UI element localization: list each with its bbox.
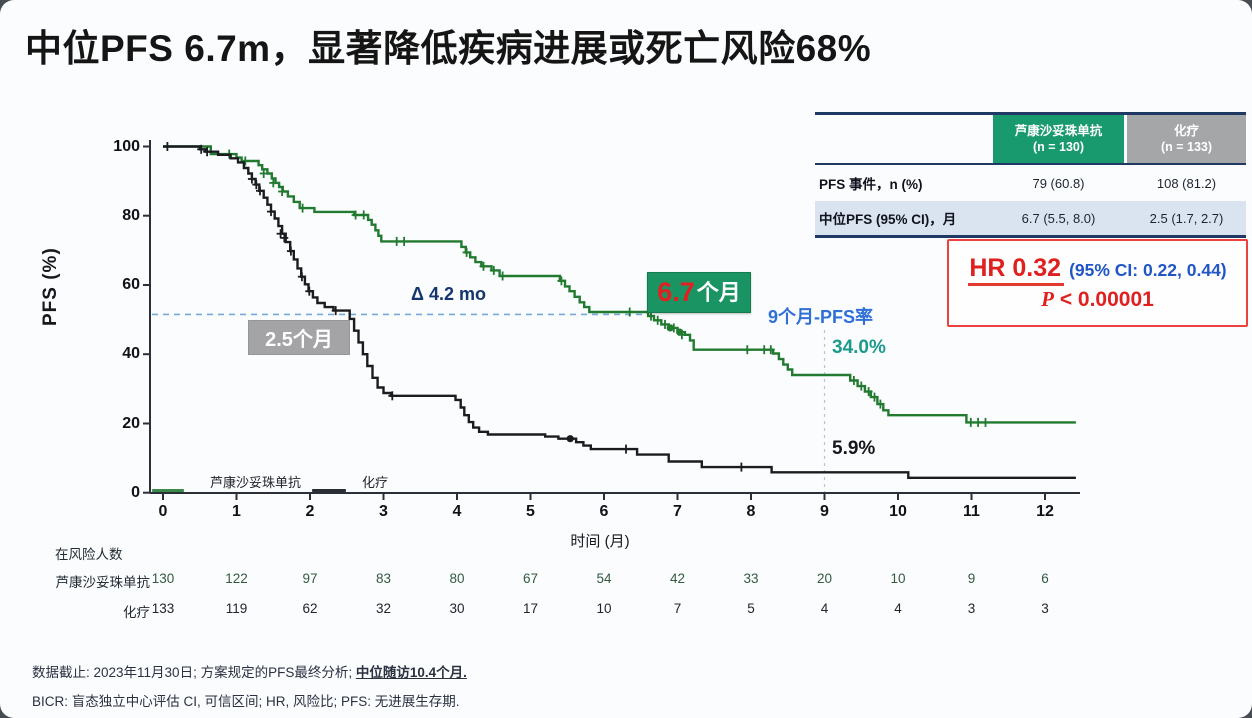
pfs9-rate-sac: 34.0%: [832, 337, 886, 358]
median-sac-value: 6.7: [657, 277, 695, 307]
y-tick-label: 80: [122, 206, 140, 224]
summary-table: 芦康沙妥珠单抗 (n = 130) 化疗 (n = 133) PFS 事件，n …: [815, 112, 1246, 238]
risk-count: 83: [375, 571, 392, 586]
y-axis-label: PFS (%): [40, 247, 61, 326]
x-axis-label: 时间 (月): [570, 533, 630, 550]
x-tick-label: 0: [158, 503, 168, 520]
x-tick-label: 4: [452, 503, 462, 520]
summary-row-events: PFS 事件，n (%) 79 (60.8) 108 (81.2): [819, 175, 1217, 193]
hazard-ratio-box: HR 0.32 (95% CI: 0.22, 0.44) P < 0.00001: [947, 239, 1248, 327]
pfs9-title: 9个月-PFS率: [768, 307, 874, 327]
delta-annotation: Δ 4.2 mo: [411, 284, 486, 304]
footnote-line1: 数据截止: 2023年11月30日; 方案规定的PFS最终分析; 中位随访10.…: [32, 665, 467, 680]
risk-count: 3: [967, 601, 976, 616]
risk-count: 119: [225, 601, 248, 616]
risk-count: 67: [522, 571, 539, 586]
x-tick-label: 6: [599, 503, 609, 520]
x-tick-label: 10: [889, 503, 907, 520]
page-title: 中位PFS 6.7m，显著降低疾病进展或死亡风险68%: [25, 28, 872, 69]
summary-col-chemo-header: 化疗 (n = 133): [1127, 115, 1246, 163]
risk-count: 62: [302, 601, 318, 616]
legend-line-sac: [152, 489, 184, 492]
hr-value: HR 0.32: [968, 254, 1065, 286]
risk-count: 97: [302, 571, 318, 586]
risk-row-label-sac: 芦康沙妥珠单抗: [55, 575, 151, 590]
x-tick-label: 5: [526, 503, 535, 520]
risk-count: 20: [816, 571, 833, 586]
summary-table-header-row: 芦康沙妥珠单抗 (n = 130) 化疗 (n = 133): [815, 115, 1246, 163]
risk-count: 5: [747, 601, 755, 616]
legend-label-chemo: 化疗: [362, 475, 389, 490]
x-tick-label: 11: [963, 503, 980, 520]
pfs9-rate-chemo: 5.9%: [832, 438, 876, 459]
risk-count: 9: [967, 571, 976, 586]
risk-count: 42: [669, 571, 686, 586]
x-tick-label: 3: [379, 503, 388, 520]
legend-line-chemo: [312, 489, 346, 492]
risk-count: 133: [151, 601, 175, 616]
risk-count: 80: [449, 571, 465, 586]
median-sac-badge: 6.7 个月: [647, 272, 751, 313]
y-tick-label: 20: [122, 414, 140, 432]
risk-count: 4: [894, 601, 902, 616]
risk-count: 3: [1041, 601, 1049, 616]
y-tick-label: 60: [122, 276, 140, 293]
y-tick-label: 100: [113, 137, 140, 155]
event-dot: [666, 324, 674, 332]
x-tick-label: 1: [232, 503, 241, 520]
km-curve-sac: [163, 145, 1076, 424]
risk-count: 130: [151, 571, 175, 586]
risk-count: 6: [1041, 571, 1049, 586]
risk-count: 17: [522, 601, 539, 616]
y-tick-label: 40: [122, 345, 140, 363]
footnote-line2: BICR: 盲态独立中心评估 CI, 可信区间; HR, 风险比; PFS: 无…: [32, 694, 460, 709]
summary-row-median: 中位PFS (95% CI)，月 6.7 (5.5, 8.0) 2.5 (1.7…: [815, 201, 1246, 235]
summary-col-sac-header: 芦康沙妥珠单抗 (n = 130): [993, 115, 1124, 163]
y-tick-label: 0: [131, 483, 140, 501]
risk-count: 7: [673, 601, 682, 616]
legend-label-sac: 芦康沙妥珠单抗: [210, 475, 302, 490]
x-tick-label: 12: [1036, 503, 1054, 520]
risk-count: 122: [225, 571, 248, 586]
risk-count: 30: [449, 601, 465, 616]
x-tick-label: 9: [820, 503, 829, 520]
risk-count: 10: [890, 571, 906, 586]
event-dot: [676, 328, 684, 336]
p-value: P < 0.00001: [1041, 287, 1154, 311]
risk-count: 54: [596, 571, 612, 586]
x-tick-label: 7: [673, 503, 682, 520]
event-dot: [566, 435, 574, 443]
x-tick-label: 8: [746, 503, 756, 520]
median-chemo-badge: 2.5个月: [248, 320, 350, 355]
risk-count: 10: [596, 601, 612, 616]
x-tick-label: 2: [305, 503, 315, 520]
risk-count: 4: [820, 601, 829, 616]
risk-row-label-chemo: 化疗: [123, 605, 150, 620]
risk-table-title: 在风险人数: [55, 547, 123, 562]
risk-count: 33: [743, 571, 759, 586]
median-sac-unit: 个月: [696, 279, 741, 305]
risk-count: 32: [375, 601, 392, 616]
hr-ci: (95% CI: 0.22, 0.44): [1069, 260, 1227, 280]
